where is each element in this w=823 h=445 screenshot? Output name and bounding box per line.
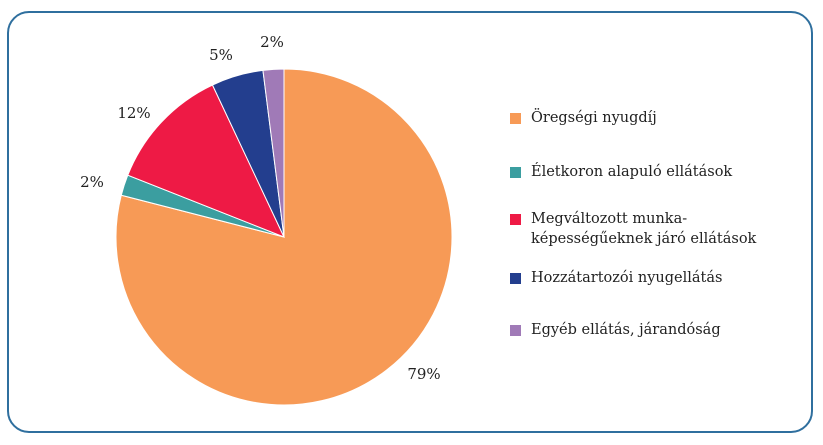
pie-slices	[115, 68, 453, 406]
pie-value-label: 12%	[117, 104, 150, 122]
pie-slice	[115, 68, 453, 406]
pie-value-label: 79%	[407, 365, 440, 383]
legend-swatch	[510, 214, 521, 225]
pie-value-label: 2%	[260, 33, 284, 51]
legend-label: Hozzátartozói nyugellátás	[531, 270, 723, 286]
legend-label: Életkoron alapuló ellátások	[531, 164, 733, 180]
pie-value-labels: 79% 2% 12% 5% 2%	[80, 33, 441, 383]
legend-swatch	[510, 273, 521, 284]
legend-label-line2: képességűeknek járó ellátások	[531, 231, 757, 247]
pie-slice	[262, 68, 285, 238]
pie-value-label: 5%	[209, 46, 233, 64]
pie-slice	[127, 84, 285, 238]
legend-label: Egyéb ellátás, járandóság	[531, 322, 721, 338]
pie-value-label: 2%	[80, 173, 104, 191]
legend-label: Öregségi nyugdíj	[531, 110, 657, 126]
legend-swatch	[510, 113, 521, 124]
legend-label: Megváltozott munka-	[531, 211, 688, 227]
legend-swatch	[510, 167, 521, 178]
legend-swatch	[510, 325, 521, 336]
